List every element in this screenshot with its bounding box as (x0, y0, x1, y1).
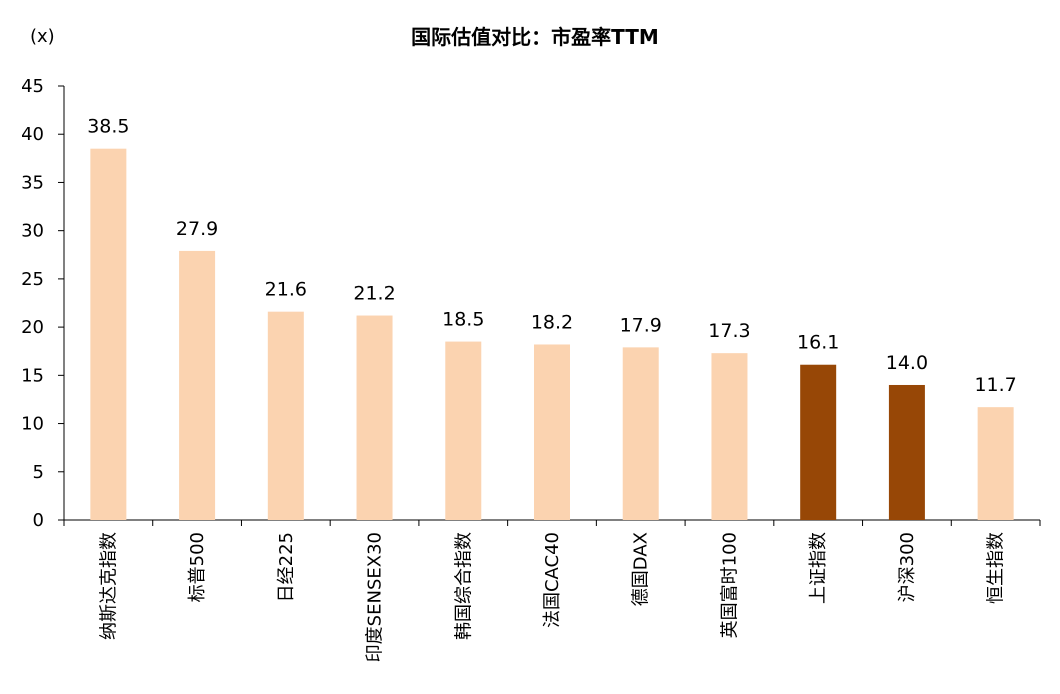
x-category-label: 韩国综合指数 (453, 532, 474, 640)
data-label: 17.3 (708, 320, 750, 342)
data-label: 21.6 (265, 279, 307, 301)
y-tick-label: 10 (21, 414, 44, 435)
bar (90, 148, 127, 520)
data-label: 16.1 (797, 332, 839, 354)
y-tick-label: 0 (33, 510, 44, 531)
data-label: 27.9 (176, 218, 218, 240)
y-tick-label: 25 (21, 269, 44, 290)
bar (977, 407, 1014, 520)
x-category-label: 恒生指数 (986, 532, 1007, 604)
data-label: 14.0 (886, 352, 928, 374)
data-label: 21.2 (353, 283, 395, 305)
bar (445, 341, 482, 520)
y-tick-label: 20 (21, 317, 44, 338)
data-label: 38.5 (87, 116, 129, 138)
x-axis (63, 519, 1041, 526)
y-axis-unit-label: (x) (30, 26, 55, 47)
category-labels-group: 纳斯达克指数 标普500 日经225 印度SENSEX30 韩国综合指数 法国CAC40 德… (98, 532, 1006, 662)
x-category-label: 上证指数 (808, 532, 829, 604)
x-category-label: 沪深300 (897, 532, 918, 602)
data-label: 17.9 (620, 314, 662, 336)
bar (534, 344, 570, 520)
x-category-label: 英国富时100 (719, 532, 740, 638)
bar (179, 250, 216, 521)
bar (622, 347, 659, 520)
data-label: 18.2 (531, 311, 573, 333)
data-label: 18.5 (442, 309, 484, 331)
bar (711, 353, 748, 520)
x-category-label: 纳斯达克指数 (98, 532, 119, 640)
y-tick-label: 15 (21, 365, 44, 386)
x-category-label: 德国DAX (631, 532, 652, 606)
bar (800, 364, 837, 520)
x-category-label: 印度SENSEX30 (365, 532, 386, 662)
y-tick-label: 40 (21, 124, 44, 145)
x-category-label: 法国CAC40 (542, 532, 563, 628)
y-tick-label: 5 (33, 462, 44, 483)
x-category-label: 日经225 (276, 532, 297, 602)
bar (267, 311, 304, 520)
chart-title: 国际估值对比：市盈率TTM (411, 25, 659, 49)
y-axis: 0 5 10 15 20 25 30 35 40 45 (21, 76, 65, 531)
bar (888, 384, 925, 520)
bar (356, 315, 393, 520)
x-category-label: 标普500 (187, 532, 208, 602)
bars-group (90, 148, 1014, 521)
y-tick-label: 35 (21, 172, 44, 193)
y-tick-label: 45 (21, 76, 44, 97)
data-label: 11.7 (974, 374, 1016, 396)
y-tick-label: 30 (21, 221, 44, 242)
data-labels-group: 38.5 27.9 21.6 21.2 18.5 18.2 17.9 17.3 16.1 14.0… (87, 116, 1017, 396)
